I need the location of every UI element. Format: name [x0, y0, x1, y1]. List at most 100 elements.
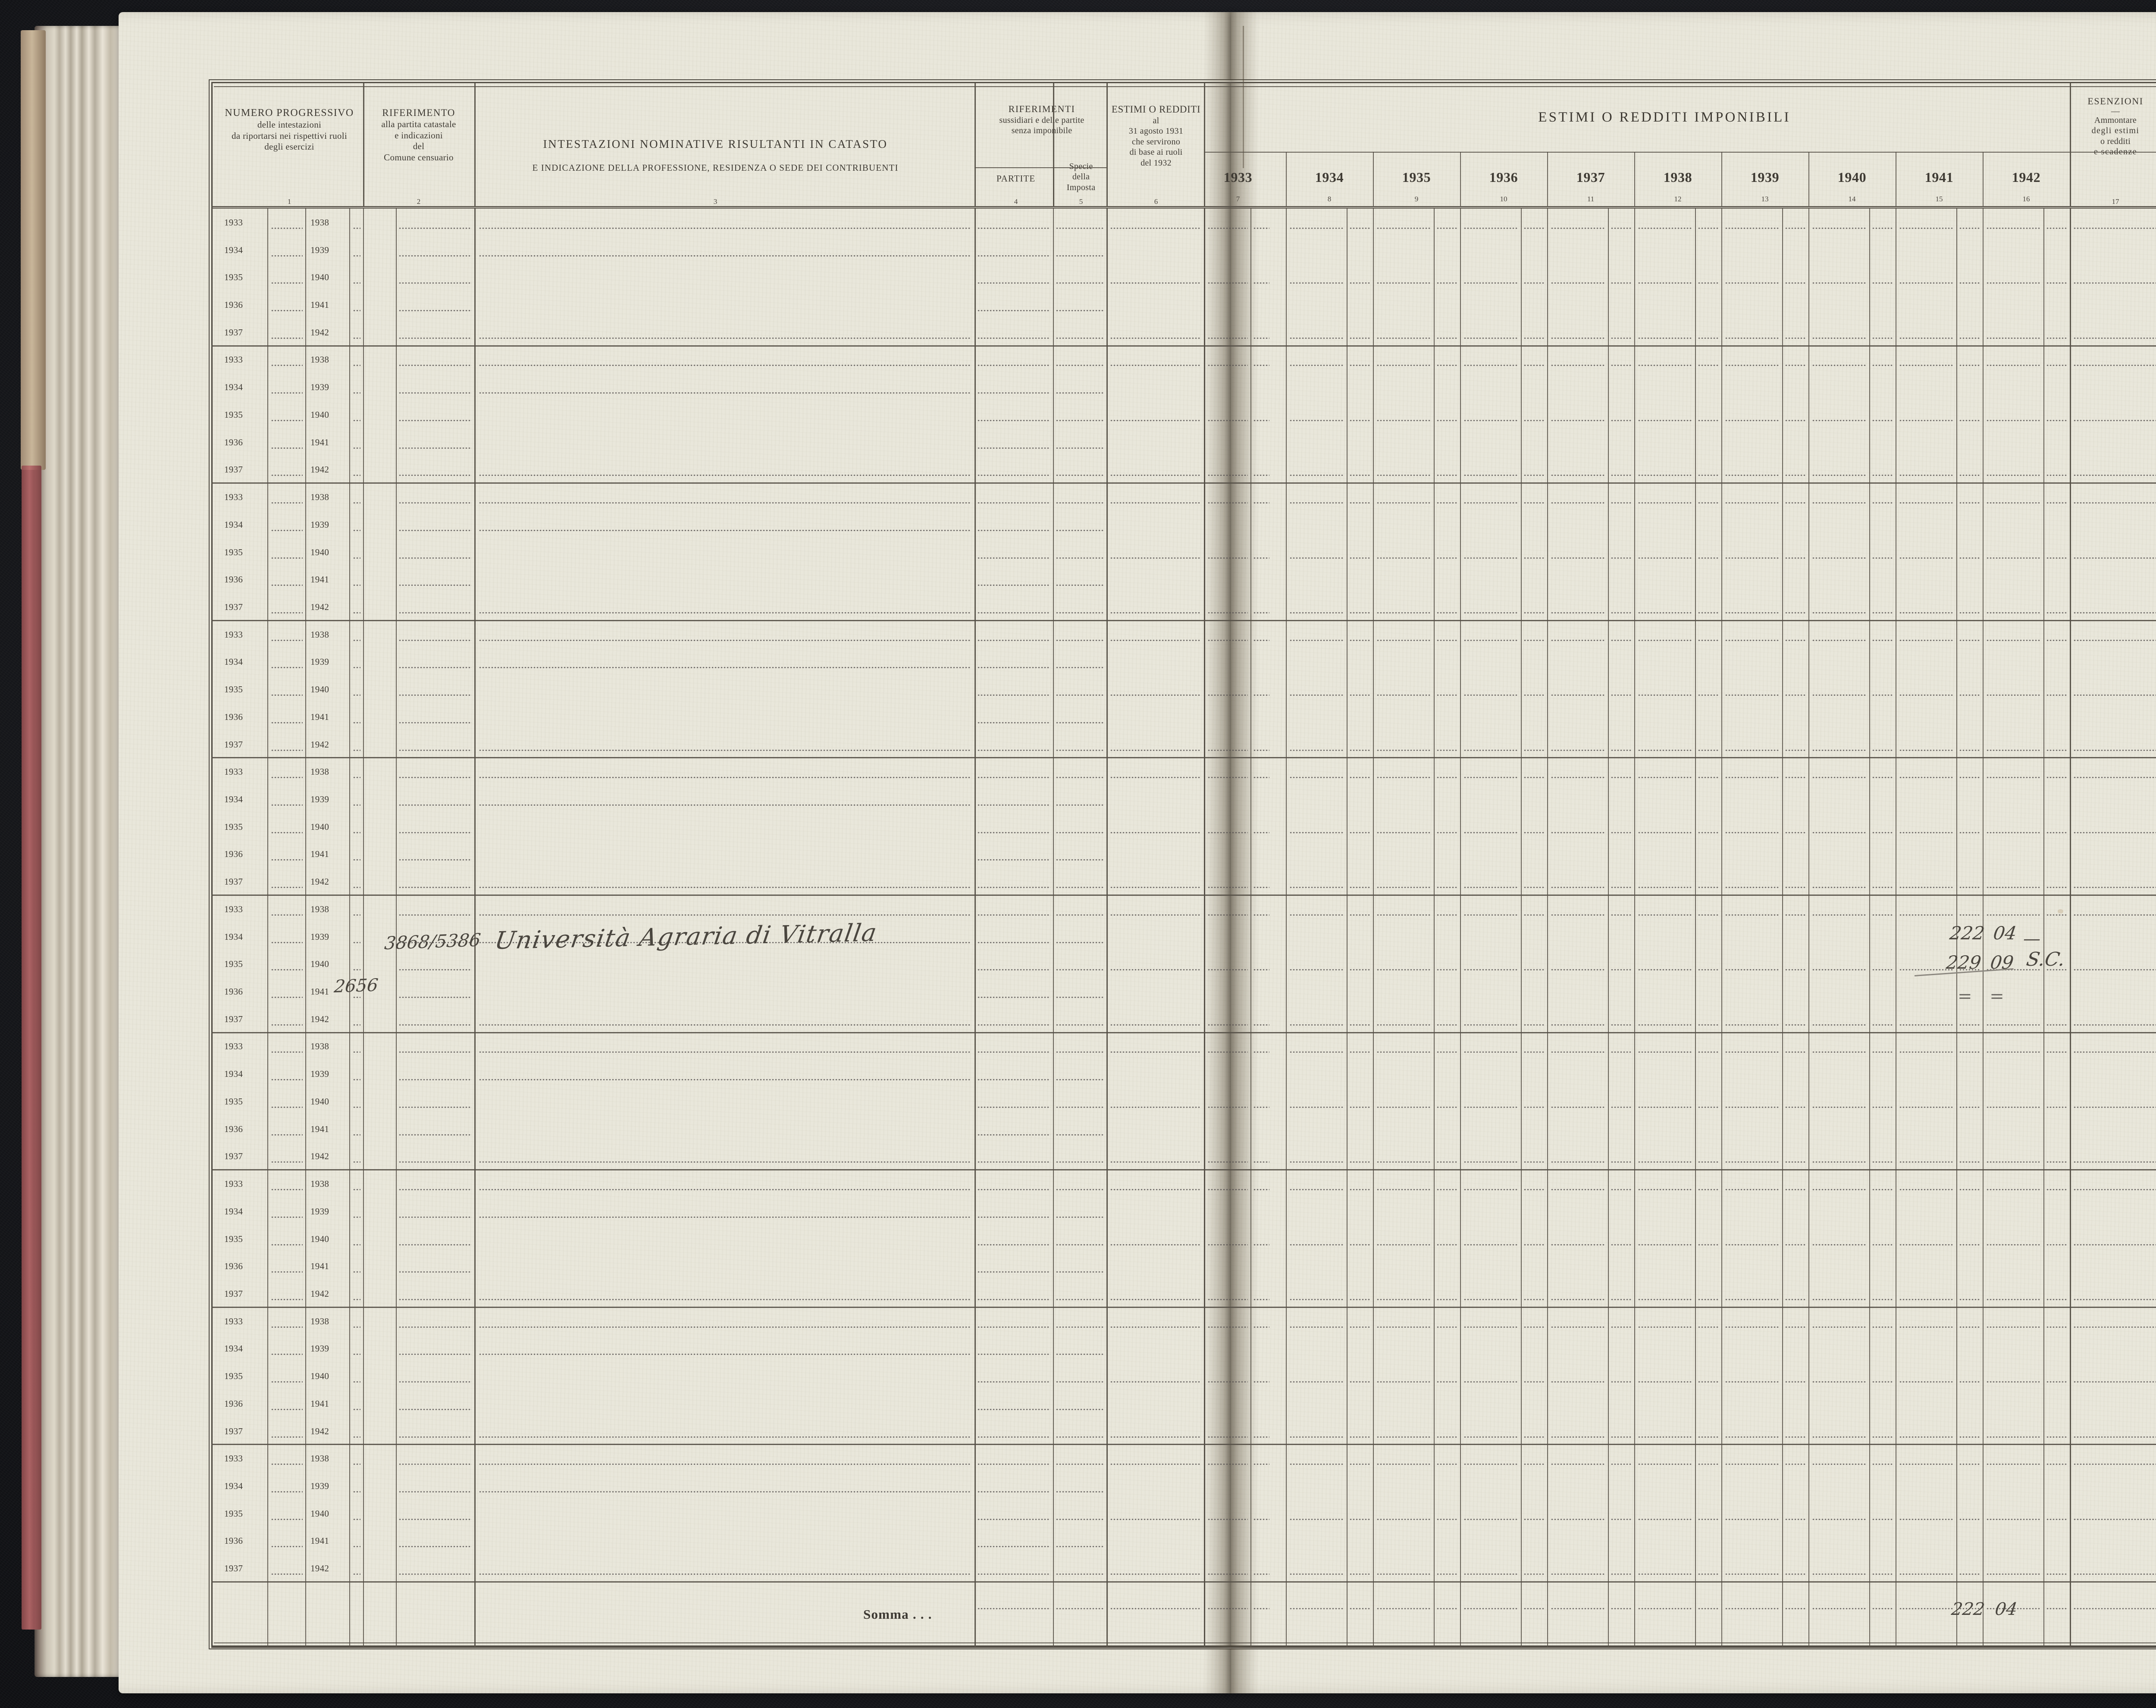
dotted-fill-rule	[1698, 694, 1719, 696]
dotted-fill-rule	[1376, 1608, 1432, 1609]
dotted-fill-rule	[1463, 1161, 1519, 1163]
dotted-fill-rule	[1872, 502, 1893, 504]
dotted-fill-rule	[1698, 365, 1719, 366]
vertical-rule	[1721, 152, 1722, 206]
dotted-fill-rule	[1289, 1573, 1344, 1575]
dotted-fill-rule	[1253, 1326, 1269, 1328]
somma-1941-lire: 222	[1950, 1599, 1986, 1619]
dotted-fill-rule	[977, 1134, 1050, 1136]
vertical-rule	[1521, 208, 1522, 1647]
dotted-fill-rule	[1986, 1518, 2041, 1520]
dotted-fill-rule	[1349, 227, 1370, 229]
dotted-fill-rule	[353, 914, 360, 916]
dotted-fill-rule	[398, 337, 472, 339]
dotted-fill-rule	[1725, 1189, 1780, 1191]
dotted-fill-rule	[1698, 1381, 1719, 1383]
dotted-fill-rule	[398, 282, 472, 284]
vertical-rule	[1286, 152, 1287, 206]
row-year-left-1933: 1933	[224, 1453, 243, 1464]
dotted-fill-rule	[1551, 282, 1606, 284]
dotted-fill-rule	[1611, 887, 1632, 888]
header-col3-number: 3	[713, 197, 718, 206]
dotted-fill-rule	[1056, 914, 1104, 916]
dotted-fill-rule	[1551, 227, 1606, 229]
header-col45-line2: sussidiari e delle partite	[999, 115, 1084, 125]
dotted-fill-rule	[1523, 639, 1545, 641]
dotted-fill-rule	[977, 639, 1050, 641]
dotted-fill-rule	[353, 997, 360, 998]
dotted-fill-rule	[1638, 749, 1693, 751]
dotted-fill-rule	[1959, 832, 1980, 833]
dotted-fill-rule	[1611, 282, 1632, 284]
dotted-fill-rule	[2073, 1436, 2156, 1438]
dotted-fill-rule	[1463, 887, 1519, 888]
row-year-right-1939: 1939	[310, 382, 329, 393]
dotted-fill-rule	[1899, 502, 1954, 504]
dotted-fill-rule	[1110, 1298, 1200, 1300]
entry-1941-second-lire: 229	[1945, 952, 1983, 973]
dotted-fill-rule	[2073, 1464, 2156, 1465]
dotted-fill-rule	[1110, 1436, 1200, 1438]
dotted-fill-rule	[1959, 1106, 1980, 1108]
dotted-fill-rule	[1899, 612, 1954, 613]
dotted-fill-rule	[353, 1271, 360, 1273]
dotted-fill-rule	[1349, 969, 1370, 971]
dotted-fill-rule	[1872, 419, 1893, 421]
row-year-left-1936: 1936	[224, 574, 243, 585]
dotted-fill-rule	[398, 557, 472, 559]
dotted-fill-rule	[1551, 1608, 1606, 1609]
page-edge-stack	[34, 26, 125, 1677]
dotted-fill-rule	[2046, 282, 2067, 284]
dotted-fill-rule	[1349, 1326, 1370, 1328]
vertical-rule	[1460, 208, 1461, 1647]
row-year-left-1933: 1933	[224, 766, 243, 777]
dotted-fill-rule	[1959, 1573, 1980, 1575]
dotted-fill-rule	[353, 447, 360, 449]
dotted-fill-rule	[1785, 1573, 1806, 1575]
dotted-fill-rule	[1056, 887, 1104, 888]
dotted-fill-rule	[1056, 777, 1104, 779]
vertical-rule	[1204, 208, 1205, 1647]
dotted-fill-rule	[398, 585, 472, 586]
dotted-fill-rule	[1812, 777, 1867, 779]
year-label: 1937	[1576, 169, 1605, 185]
dotted-fill-rule	[1207, 337, 1248, 339]
dotted-fill-rule	[353, 392, 360, 394]
header-estimi-group-title: ESTIMI O REDDITI IMPONIBILI	[1538, 109, 1791, 125]
dotted-fill-rule	[1725, 282, 1780, 284]
dotted-fill-rule	[271, 1464, 303, 1465]
dotted-fill-rule	[1207, 1106, 1248, 1108]
dotted-fill-rule	[1611, 227, 1632, 229]
dotted-fill-rule	[1872, 612, 1893, 613]
dotted-fill-rule	[1785, 1464, 1806, 1465]
header-col2-line2: alla partita catastale	[381, 119, 456, 130]
dotted-fill-rule	[1436, 1436, 1457, 1438]
dotted-fill-rule	[398, 502, 472, 504]
horizontal-rule	[211, 1169, 2156, 1171]
dotted-fill-rule	[1523, 502, 1545, 504]
dotted-fill-rule	[1785, 887, 1806, 888]
dotted-fill-rule	[1253, 914, 1269, 916]
dotted-fill-rule	[1207, 1298, 1248, 1300]
dotted-fill-rule	[398, 1573, 472, 1575]
dotted-fill-rule	[271, 337, 303, 339]
dotted-fill-rule	[479, 1189, 970, 1191]
year-label: 1940	[1837, 169, 1867, 185]
dotted-fill-rule	[1110, 749, 1200, 751]
vertical-rule	[349, 208, 350, 1647]
dotted-fill-rule	[977, 804, 1050, 806]
dotted-fill-rule	[1551, 1436, 1606, 1438]
dotted-fill-rule	[1638, 612, 1693, 613]
dotted-fill-rule	[1986, 1464, 2041, 1465]
dotted-fill-rule	[1785, 612, 1806, 613]
dotted-fill-rule	[353, 942, 360, 943]
dotted-fill-rule	[1551, 365, 1606, 366]
dotted-fill-rule	[977, 777, 1050, 779]
dotted-fill-rule	[1872, 337, 1893, 339]
dotted-fill-rule	[1056, 529, 1104, 531]
row-year-right-1938: 1938	[310, 492, 329, 503]
dotted-fill-rule	[479, 1354, 970, 1355]
dotted-fill-rule	[1698, 749, 1719, 751]
dotted-fill-rule	[271, 887, 303, 888]
year-label: 1942	[2012, 169, 2041, 185]
